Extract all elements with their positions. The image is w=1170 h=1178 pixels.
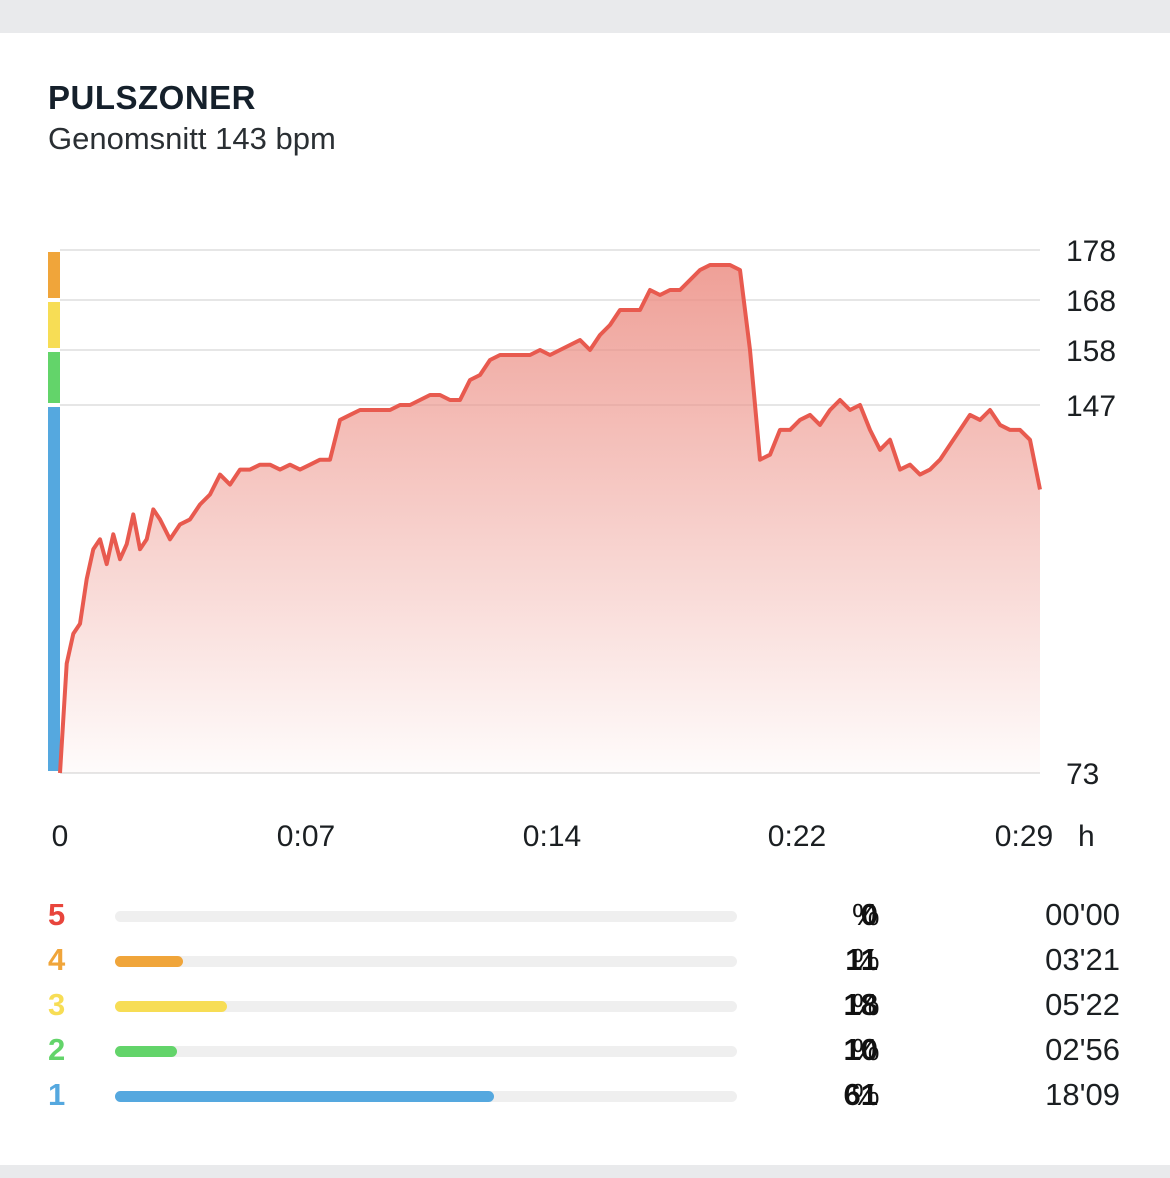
zone-progress-fill [115,1046,178,1057]
average-heart-rate: Genomsnitt 143 bpm [48,121,336,156]
zone-duration: 00'00 [1045,897,1120,932]
zone-row-3: 3 18% 05'22 [0,983,1170,1027]
x-tick-label: 0:07 [277,820,335,853]
zone-number: 4 [48,942,66,977]
zone-duration: 05'22 [1045,987,1120,1022]
zone-progress-fill [115,1001,227,1012]
percent-sign: % [852,1032,880,1067]
zone-percent: 11 [845,942,878,977]
zone-progress-fill [115,1091,495,1102]
percent-sign: % [852,942,880,977]
zone-row-4: 4 11% 03'21 [0,938,1170,982]
y-tick-label-73: 73 [1066,758,1099,791]
zone-percent: 61 [843,1077,878,1112]
zone-band-1 [48,407,60,771]
zone-number: 5 [48,897,66,932]
heart-rate-chart: 178 168 158 147 73 0 0:07 0:14 0:22 0:29 h [48,235,1116,853]
x-tick-label: 0:22 [768,820,826,853]
y-tick-label-147: 147 [1066,390,1116,423]
x-tick-label: 0:29 [995,820,1053,853]
x-axis-labels: 0 0:07 0:14 0:22 0:29 h [52,820,1095,853]
percent-sign: % [852,1077,880,1112]
zone-percent: 18 [843,987,878,1022]
zone-number: 1 [48,1077,66,1112]
percent-sign: % [852,897,880,932]
percent-sign: % [852,987,880,1022]
y-tick-label-158: 158 [1066,335,1116,368]
x-axis-unit: h [1078,820,1095,853]
zone-band-4 [48,252,60,298]
zone-number: 2 [48,1032,66,1067]
zone-percent: 0 [860,897,878,932]
heart-rate-area [60,265,1040,773]
zone-band-2 [48,352,60,403]
zone-color-bar [48,252,60,771]
heart-rate-line [58,263,1042,774]
zone-row-2: 2 10% 02'56 [0,1028,1170,1072]
zone-number: 3 [48,987,66,1022]
zone-duration: 03'21 [1045,942,1120,977]
zone-duration: 02'56 [1045,1032,1120,1067]
card-title: PULSZONER [48,79,257,116]
zone-row-1: 1 61% 18'09 [0,1073,1170,1117]
y-tick-label-178: 178 [1066,235,1116,268]
y-axis-labels: 178 168 158 147 73 [1066,235,1116,791]
x-tick-label: 0:14 [523,820,581,853]
zone-progress-track [115,1046,737,1057]
y-tick-label-168: 168 [1066,285,1116,318]
zone-progress-track [115,1091,737,1102]
zone-percent: 10 [843,1032,878,1067]
zone-progress-track [115,956,737,967]
heart-rate-zones-card: PULSZONER Genomsnitt 143 bpm 178 168 158 14… [0,33,1170,1165]
zone-progress-track [115,911,737,922]
zone-duration: 18'09 [1045,1077,1120,1112]
x-tick-label: 0 [52,820,69,853]
zone-progress-fill [115,956,184,967]
zone-progress-track [115,1001,737,1012]
zone-band-3 [48,302,60,348]
zone-row-5: 5 0% 00'00 [0,893,1170,937]
